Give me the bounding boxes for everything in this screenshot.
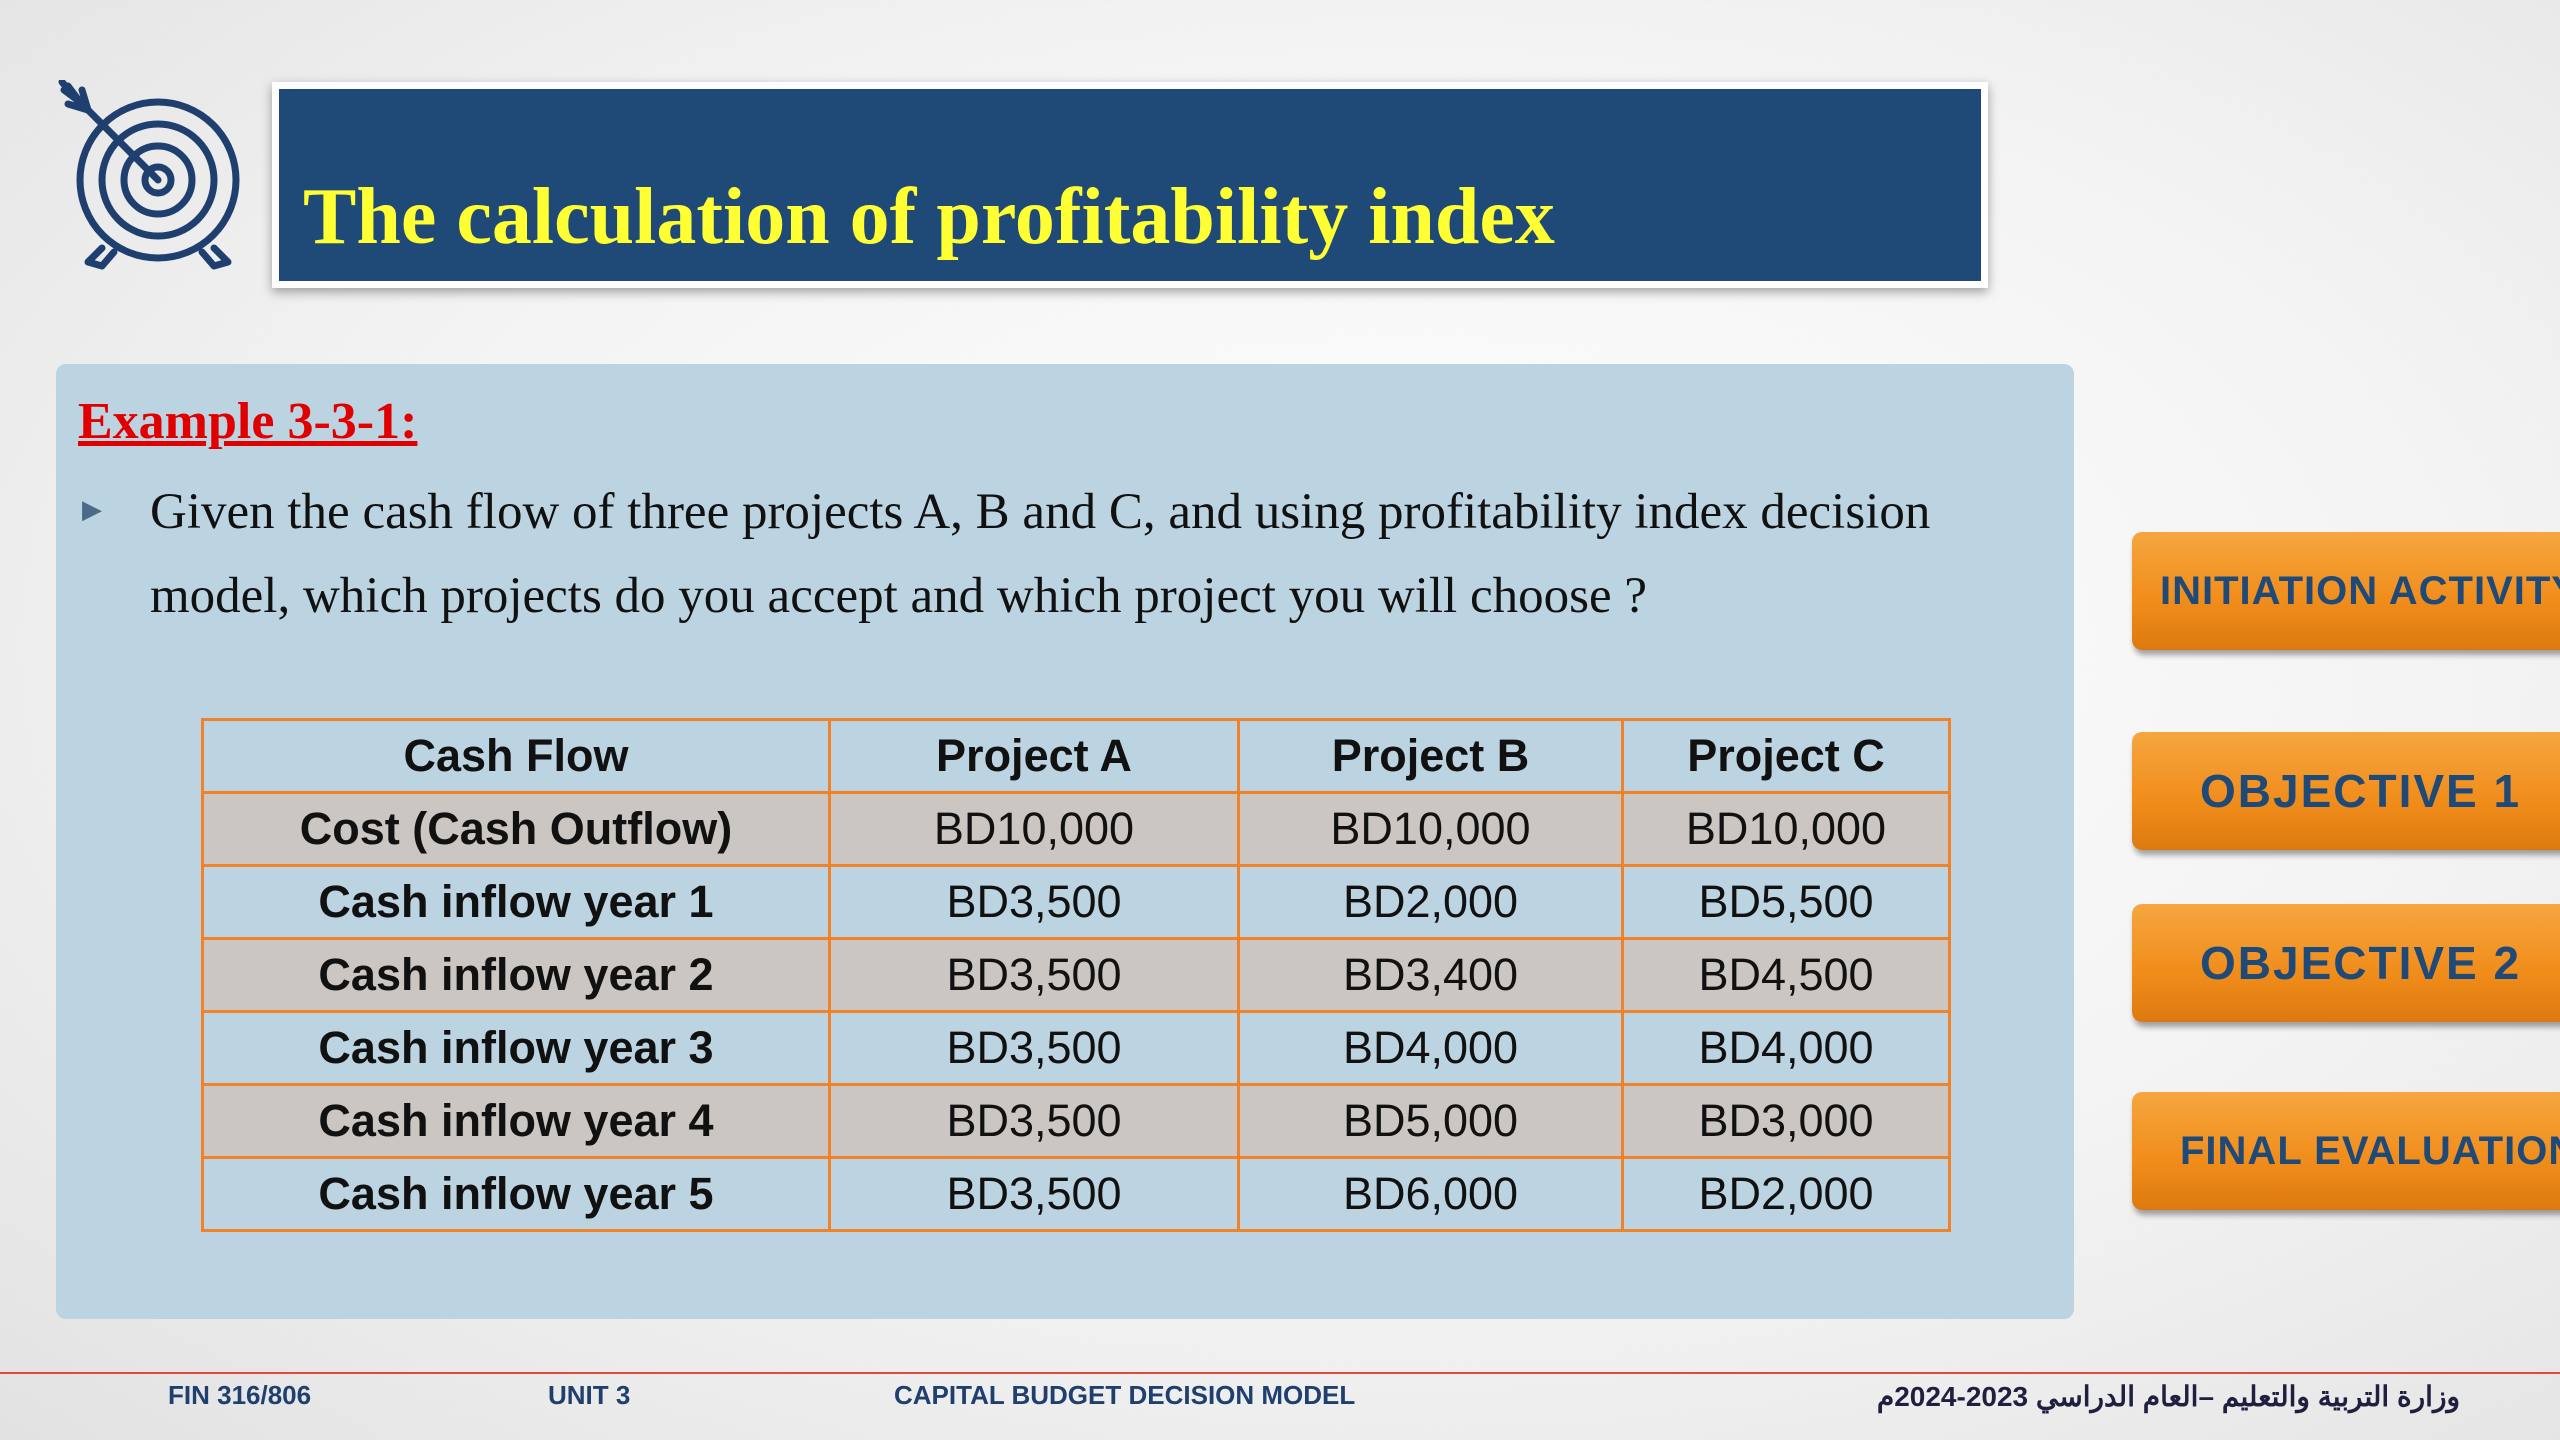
cell-project-b: BD2,000 — [1237, 864, 1624, 940]
objective-2-label: OBJECTIVE 2 — [2200, 937, 2522, 989]
cell-project-c: BD3,000 — [1621, 1083, 1951, 1159]
cell-project-b: BD10,000 — [1237, 791, 1624, 867]
cell-project-a: BD3,500 — [828, 1083, 1240, 1159]
table-row: Cash inflow year 1 BD3,500 BD2,000 BD5,5… — [201, 864, 1951, 940]
objective-1-label: OBJECTIVE 1 — [2200, 765, 2522, 817]
table-row: Cash inflow year 5 BD3,500 BD6,000 BD2,0… — [201, 1156, 1951, 1232]
cell-project-a: BD3,500 — [828, 1156, 1240, 1232]
footer-course-code: FIN 316/806 — [168, 1380, 312, 1410]
final-evaluation-button[interactable]: FINAL EVALUATION — [2132, 1092, 2560, 1210]
header-project-c: Project C — [1621, 718, 1951, 794]
footer-ministry: وزارة التربية والتعليم –العام الدراسي 20… — [1876, 1381, 2460, 1412]
title-banner: The calculation of profitability index — [272, 82, 1988, 288]
cell-project-b: BD3,400 — [1237, 937, 1624, 1013]
objective-1-button[interactable]: OBJECTIVE 1 — [2132, 732, 2560, 850]
final-evaluation-label: FINAL EVALUATION — [2180, 1128, 2560, 1173]
row-label: Cash inflow year 1 — [201, 864, 831, 940]
cell-project-c: BD5,500 — [1621, 864, 1951, 940]
header-project-a: Project A — [828, 718, 1240, 794]
row-label: Cash inflow year 2 — [201, 937, 831, 1013]
cell-project-b: BD4,000 — [1237, 1010, 1624, 1086]
cell-project-b: BD5,000 — [1237, 1083, 1624, 1159]
objective-2-button[interactable]: OBJECTIVE 2 — [2132, 904, 2560, 1022]
header-project-b: Project B — [1237, 718, 1624, 794]
title-background: The calculation of profitability index — [279, 89, 1981, 281]
cell-project-c: BD10,000 — [1621, 791, 1951, 867]
footer-unit: UNIT 3 — [548, 1380, 631, 1410]
table-row: Cash inflow year 4 BD3,500 BD5,000 BD3,0… — [201, 1083, 1951, 1159]
target-icon — [58, 80, 240, 270]
cell-project-a: BD3,500 — [828, 1010, 1240, 1086]
example-heading: Example 3-3-1: — [78, 393, 418, 450]
row-label: Cost (Cash Outflow) — [201, 791, 831, 867]
question-text: Given the cash flow of three projects A,… — [150, 484, 1931, 624]
footer-topic: CAPITAL BUDGET DECISION MODEL — [894, 1380, 1356, 1410]
cell-project-c: BD2,000 — [1621, 1156, 1951, 1232]
slide-title: The calculation of profitability index — [303, 173, 1555, 261]
table-row: Cost (Cash Outflow) BD10,000 BD10,000 BD… — [201, 791, 1951, 867]
cell-project-c: BD4,000 — [1621, 1010, 1951, 1086]
cash-flow-table: Cash Flow Project A Project B Project C … — [201, 718, 1951, 1232]
content-panel: Example 3-3-1: ▶ Given the cash flow of … — [56, 364, 2074, 1319]
table-row: Cash inflow year 2 BD3,500 BD3,400 BD4,5… — [201, 937, 1951, 1013]
row-label: Cash inflow year 3 — [201, 1010, 831, 1086]
cell-project-b: BD6,000 — [1237, 1156, 1624, 1232]
triangle-right-icon: ▶ — [82, 494, 102, 524]
footer-divider — [0, 1372, 2560, 1374]
header-cash-flow: Cash Flow — [201, 718, 831, 794]
row-label: Cash inflow year 4 — [201, 1083, 831, 1159]
cell-project-c: BD4,500 — [1621, 937, 1951, 1013]
cell-project-a: BD3,500 — [828, 864, 1240, 940]
table-header-row: Cash Flow Project A Project B Project C — [201, 718, 1951, 794]
initiation-activity-button[interactable]: INITIATION ACTIVITY — [2132, 532, 2560, 650]
table-row: Cash inflow year 3 BD3,500 BD4,000 BD4,0… — [201, 1010, 1951, 1086]
row-label: Cash inflow year 5 — [201, 1156, 831, 1232]
cell-project-a: BD10,000 — [828, 791, 1240, 867]
cell-project-a: BD3,500 — [828, 937, 1240, 1013]
initiation-activity-label: INITIATION ACTIVITY — [2160, 568, 2560, 613]
